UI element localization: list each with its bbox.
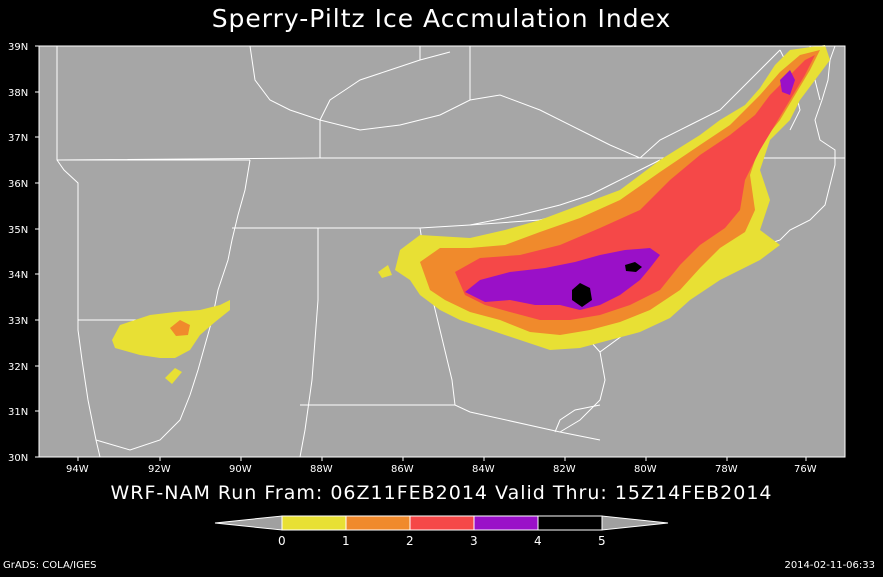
lon-label: 84W (472, 464, 495, 475)
colorbar-swatch (537, 515, 603, 531)
lat-label: 31N (8, 407, 28, 418)
lat-label: 36N (8, 179, 28, 190)
coastline (559, 45, 836, 433)
map-frame (38, 45, 846, 458)
lon-axis: 94W 92W 90W 88W 86W 84W 82W 80W 78W 76W (66, 457, 817, 475)
lat-label: 37N (8, 133, 28, 144)
colorbar (214, 515, 669, 531)
lon-label: 92W (148, 464, 171, 475)
lon-label: 94W (66, 464, 89, 475)
lat-label: 34N (8, 270, 28, 281)
ice-level-3-4 (465, 248, 660, 310)
colorbar-label: 3 (470, 534, 478, 548)
lon-label: 78W (715, 464, 738, 475)
colorbar-label: 1 (342, 534, 350, 548)
ice-level-1-2-west (170, 320, 190, 336)
run-subtitle: WRF-NAM Run Fram: 06Z11FEB2014 Valid Thr… (110, 482, 773, 504)
lat-label: 30N (8, 453, 28, 464)
colorbar-high-end (601, 515, 669, 531)
colorbar-label: 0 (278, 534, 286, 548)
colorbar-swatch (473, 515, 539, 531)
ice-level-0-1-spot-2 (378, 265, 392, 278)
timestamp: 2014-02-11-06:33 (784, 560, 875, 571)
colorbar-swatch (281, 515, 347, 531)
ice-level-4-5 (572, 283, 592, 307)
lat-label: 35N (8, 225, 28, 236)
lat-label: 39N (8, 42, 28, 53)
lon-label: 90W (229, 464, 252, 475)
colorbar-label: 4 (534, 534, 542, 548)
lon-label: 86W (391, 464, 414, 475)
ice-level-0-1-spot (165, 368, 182, 384)
colorbar-label: 5 (598, 534, 606, 548)
grads-credit: GrADS: COLA/IGES (3, 560, 97, 571)
map-title: Sperry-Piltz Ice Accmulation Index (211, 4, 672, 33)
lat-label: 38N (8, 88, 28, 99)
lat-label: 33N (8, 316, 28, 327)
lat-label: 32N (8, 362, 28, 373)
lon-label: 82W (553, 464, 576, 475)
lon-label: 88W (310, 464, 333, 475)
colorbar-swatch (409, 515, 475, 531)
lon-label: 76W (794, 464, 817, 475)
lon-label: 80W (634, 464, 657, 475)
ice-level-3-4-north (780, 70, 795, 95)
lat-axis: 39N 38N 37N 36N 35N 34N 33N 32N 31N 30N (8, 42, 39, 464)
colorbar-swatch (345, 515, 411, 531)
colorbar-low-end (214, 515, 283, 531)
ice-level-4-5-b (625, 262, 642, 272)
ice-accumulation-field (112, 45, 830, 384)
ice-level-2-3 (455, 55, 815, 320)
colorbar-label: 2 (406, 534, 414, 548)
